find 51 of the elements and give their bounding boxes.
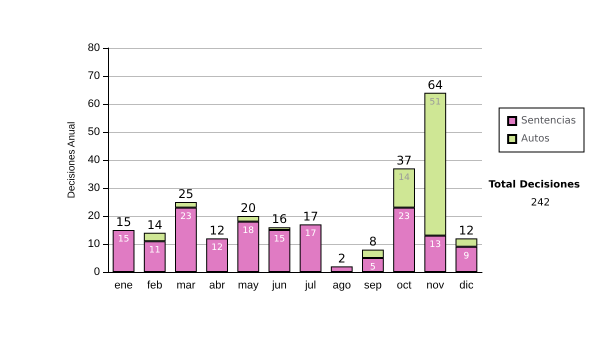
- x-tick-label: jun: [271, 280, 287, 292]
- data-label: 14: [398, 172, 410, 183]
- data-label: 13: [430, 240, 441, 250]
- y-tick-label: 0: [94, 266, 100, 278]
- x-tick-label: sep: [364, 280, 382, 292]
- x-tick-label: feb: [147, 280, 162, 292]
- y-tick-label: 10: [88, 238, 100, 250]
- y-tick-label: 60: [88, 98, 100, 110]
- data-label: 12: [211, 242, 223, 253]
- x-tick-label: oct: [396, 280, 412, 292]
- total-label: 25: [178, 187, 194, 201]
- x-tick-label: may: [238, 280, 260, 292]
- y-tick-label: 40: [88, 154, 100, 166]
- x-tick-label: jul: [304, 280, 316, 292]
- data-label: 51: [430, 97, 441, 108]
- x-tick-label: ago: [332, 280, 351, 292]
- x-tick-label: abr: [209, 280, 226, 292]
- total-label: 64: [428, 78, 443, 92]
- y-tick-label: 80: [88, 42, 100, 54]
- total-label: 16: [272, 212, 288, 226]
- y-tick-label: 70: [88, 70, 100, 82]
- legend-label: Autos: [521, 134, 550, 144]
- data-label: 5: [370, 262, 376, 272]
- total-label: 2: [338, 251, 346, 266]
- total-label: 37: [396, 153, 412, 168]
- y-tick-label: 50: [88, 126, 100, 138]
- x-tick-label: ene: [114, 280, 133, 292]
- y-tick-label: 20: [88, 210, 100, 222]
- total-label: 12: [209, 223, 225, 238]
- total-label: 12: [458, 223, 474, 238]
- total-label: 17: [302, 209, 318, 224]
- text: Total Decisiones: [488, 180, 580, 190]
- data-label: 23: [180, 212, 192, 222]
- legend-label: Sentencias: [521, 116, 576, 126]
- data-label: 18: [242, 226, 254, 236]
- data-label: 23: [398, 212, 410, 222]
- data-label: 15: [274, 234, 286, 244]
- data-label: 9: [464, 251, 470, 262]
- x-tick-label: mar: [176, 280, 196, 292]
- data-label: 17: [304, 228, 316, 239]
- total-label: 15: [116, 215, 132, 229]
- text: 242: [530, 198, 550, 208]
- data-label: 15: [118, 234, 130, 244]
- total-label: 8: [369, 234, 377, 249]
- x-tick-label: nov: [426, 280, 445, 292]
- data-label: 11: [149, 246, 160, 256]
- x-tick-label: dic: [459, 280, 474, 292]
- y-tick-label: 30: [88, 182, 100, 194]
- total-label: 20: [240, 201, 256, 215]
- total-label: 14: [147, 218, 162, 232]
- y-axis-title: Decisiones Anual: [66, 122, 78, 198]
